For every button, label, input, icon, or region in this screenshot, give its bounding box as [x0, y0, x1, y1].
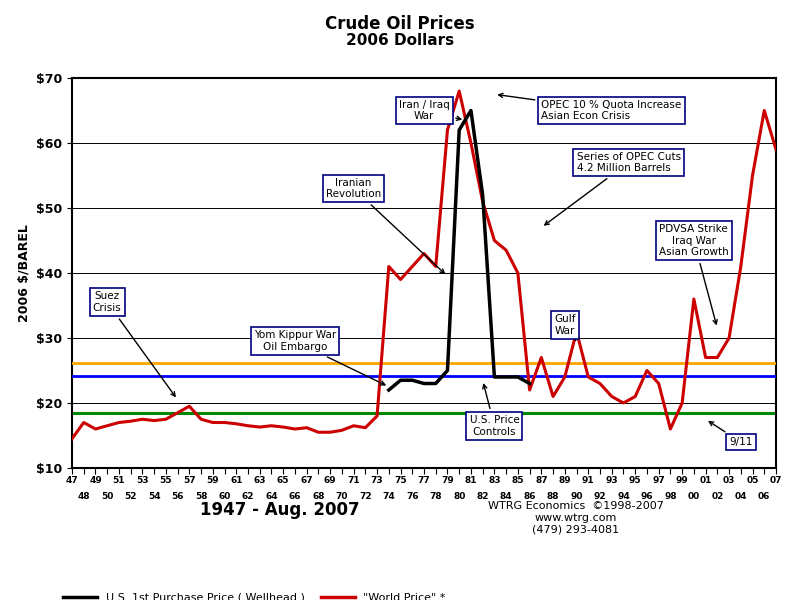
Text: WTRG Economics  ©1998-2007
www.wtrg.com
(479) 293-4081: WTRG Economics ©1998-2007 www.wtrg.com (… [488, 501, 664, 534]
Text: 2006 Dollars: 2006 Dollars [346, 33, 454, 48]
Text: Crude Oil Prices: Crude Oil Prices [325, 15, 475, 33]
Text: 1947 - Aug. 2007: 1947 - Aug. 2007 [200, 501, 360, 519]
Text: Suez
Crisis: Suez Crisis [93, 292, 175, 396]
Text: Series of OPEC Cuts
4.2 Million Barrels: Series of OPEC Cuts 4.2 Million Barrels [545, 152, 681, 225]
Text: PDVSA Strike
Iraq War
Asian Growth: PDVSA Strike Iraq War Asian Growth [659, 224, 729, 324]
Text: 9/11: 9/11 [710, 422, 753, 447]
Y-axis label: 2006 $/BAREL: 2006 $/BAREL [18, 224, 30, 322]
Text: U.S. Price
Controls: U.S. Price Controls [470, 385, 519, 437]
Text: Iranian
Revolution: Iranian Revolution [326, 178, 444, 273]
Text: Iran / Iraq
War: Iran / Iraq War [398, 100, 461, 121]
Text: Gulf
War: Gulf War [554, 314, 576, 340]
Text: Yom Kippur War
Oil Embargo: Yom Kippur War Oil Embargo [254, 331, 385, 385]
Text: OPEC 10 % Quota Increase
Asian Econ Crisis: OPEC 10 % Quota Increase Asian Econ Cris… [498, 94, 682, 121]
